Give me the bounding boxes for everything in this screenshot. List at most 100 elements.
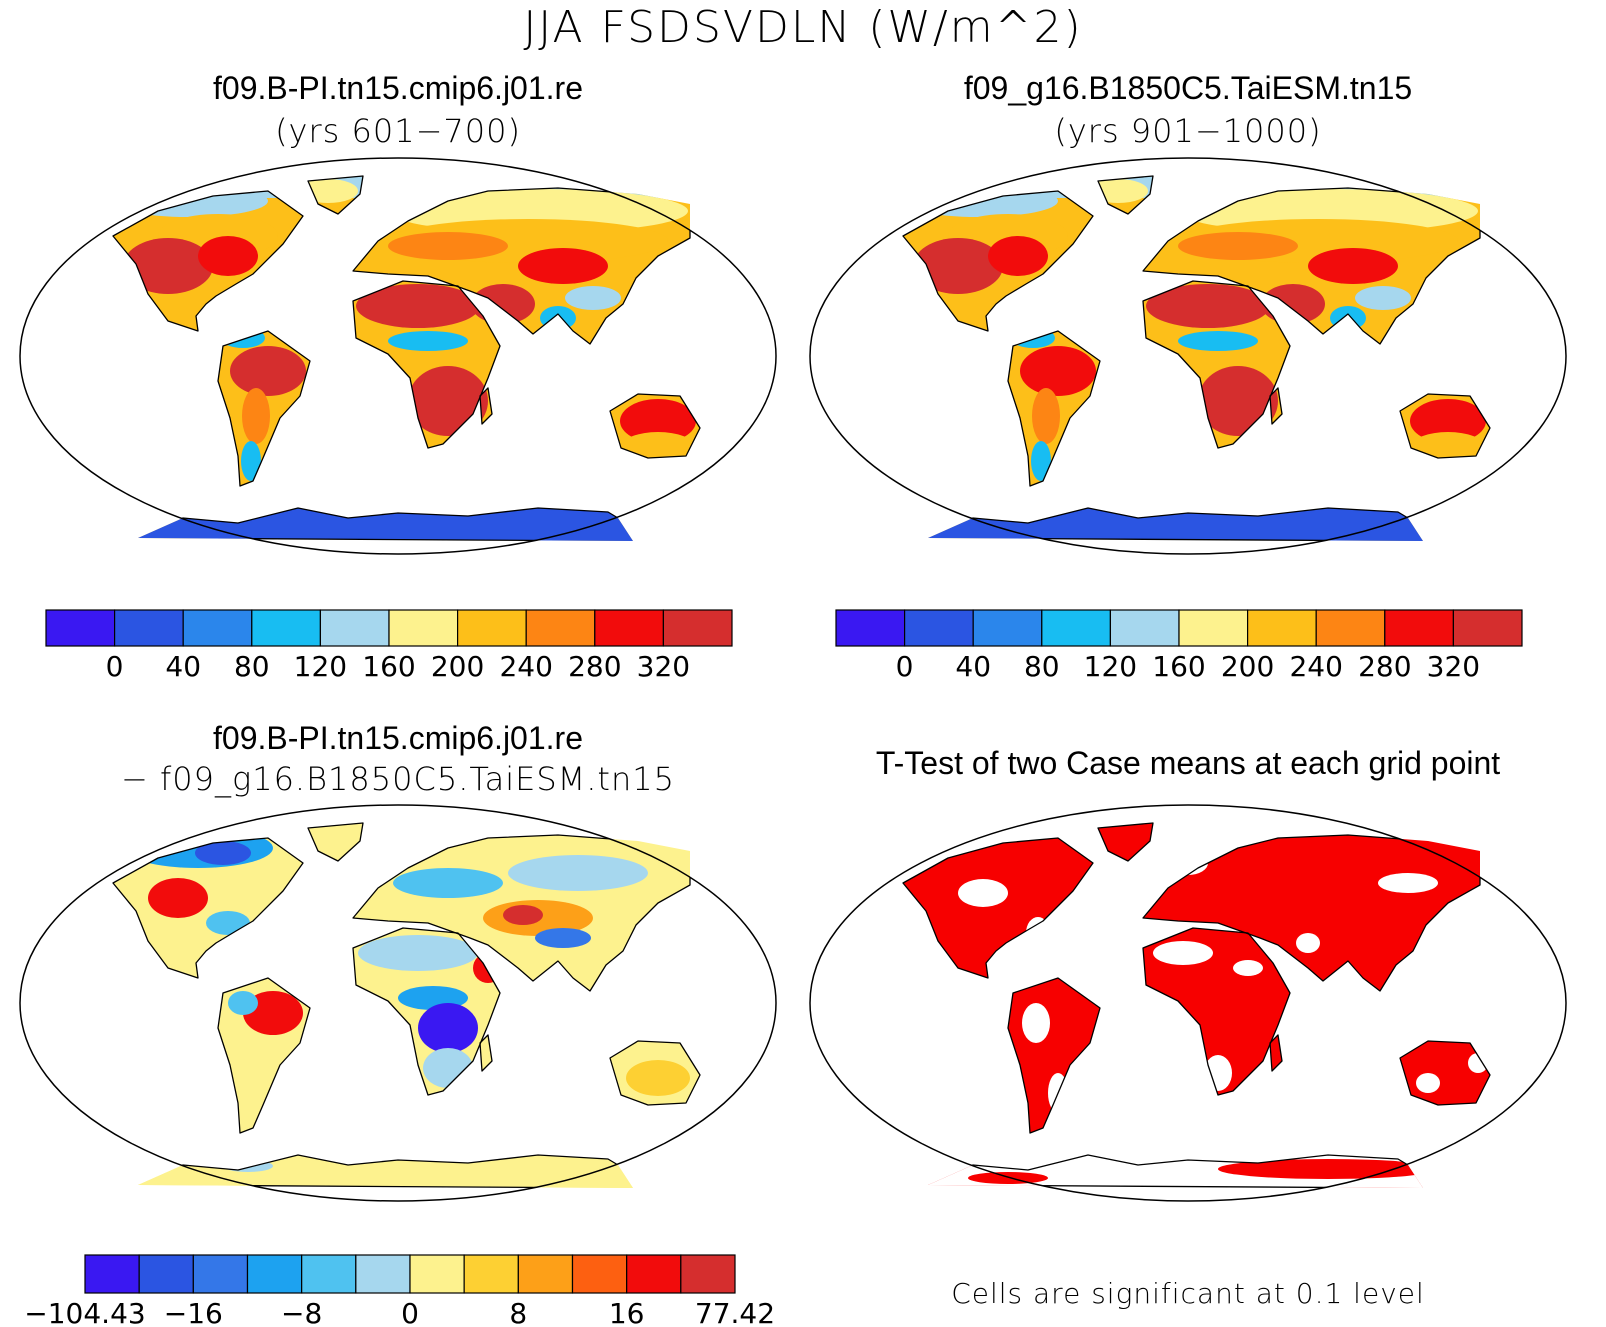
panel-3-subtitle: − f09_g16.B1850C5.TaiESM.tn15 bbox=[121, 760, 675, 798]
coastline-northAmerica bbox=[112, 190, 304, 332]
map-difference bbox=[19, 804, 777, 1202]
europe-field bbox=[1178, 232, 1298, 260]
colorbar-box bbox=[251, 609, 322, 647]
brazil bbox=[230, 346, 306, 396]
colorbar-tick-label: 280 bbox=[568, 650, 621, 683]
australia bbox=[626, 1060, 690, 1096]
andes bbox=[228, 991, 258, 1015]
colorbar-box bbox=[626, 1254, 682, 1294]
sahel-cloud bbox=[1178, 331, 1258, 351]
central-us bbox=[148, 878, 208, 918]
coastline-australia bbox=[609, 393, 701, 459]
colorbar-tick-label: 200 bbox=[431, 650, 484, 683]
colorbar-box bbox=[517, 1254, 574, 1294]
panel-3-title: f09.B-PI.tn15.cmip6.j01.re bbox=[213, 720, 583, 756]
colorbar-tick-label: 200 bbox=[1221, 650, 1274, 683]
coastline-greenland bbox=[1097, 175, 1154, 215]
colorbar-box bbox=[355, 1254, 411, 1294]
colorbar-box bbox=[192, 1254, 249, 1294]
colorbar-box bbox=[463, 1254, 519, 1294]
colorbar-box bbox=[84, 1254, 140, 1294]
colorbar-box bbox=[319, 609, 390, 647]
colorbar-box bbox=[246, 1254, 303, 1294]
significance-note: Cells are significant at 0.1 level bbox=[951, 1277, 1425, 1310]
colorbar-tick-label: 8 bbox=[509, 1297, 527, 1327]
antarctic-significant-2 bbox=[968, 1172, 1048, 1184]
colorbar-box bbox=[972, 609, 1043, 647]
europe-field bbox=[388, 232, 508, 260]
colorbar-difference: −104.43 −16 −8 0 8 16 77.42 bbox=[24, 1254, 775, 1327]
panel-1-subtitle: (yrs 601−700) bbox=[275, 112, 521, 150]
tibet-monsoon bbox=[565, 286, 621, 310]
coastline-africa bbox=[1142, 280, 1291, 449]
colorbar-case1: 0 40 80 120 160 200 240 280 320 bbox=[45, 609, 733, 683]
colorbar-tick-label: 40 bbox=[165, 650, 201, 683]
colorbar-box bbox=[301, 1254, 357, 1294]
patagonia bbox=[1031, 441, 1051, 481]
colorbar-box bbox=[388, 609, 459, 647]
colorbar-tick-label: 80 bbox=[234, 650, 270, 683]
map-frame bbox=[19, 804, 777, 1202]
coastline-australia bbox=[1399, 1040, 1491, 1106]
colorbar-tick-label: 0 bbox=[401, 1297, 419, 1327]
nonsignificant-patch-10 bbox=[1416, 1073, 1440, 1093]
colorbar-box bbox=[835, 609, 906, 647]
coastline-madagascar bbox=[1269, 387, 1283, 425]
coastline-southAmerica bbox=[1007, 977, 1101, 1134]
colorbar-box bbox=[1247, 609, 1317, 647]
coastline-madagascar bbox=[479, 1034, 493, 1072]
colorbar-tick-label: −16 bbox=[164, 1297, 223, 1327]
colorbar-box bbox=[182, 609, 253, 647]
sahel-cloud bbox=[388, 331, 468, 351]
australia-south bbox=[1412, 432, 1484, 460]
nonsignificant-patch-0 bbox=[958, 879, 1008, 907]
panel-1-title: f09.B-PI.tn15.cmip6.j01.re bbox=[213, 70, 583, 106]
coastline-greenland bbox=[307, 175, 364, 215]
coastline-greenland bbox=[1097, 822, 1154, 862]
antarctic-significant bbox=[1218, 1159, 1438, 1179]
colorbar-tick-label: 160 bbox=[1152, 650, 1205, 683]
central-asia bbox=[518, 248, 608, 284]
colorbar-box bbox=[113, 609, 184, 647]
colorbar-box bbox=[662, 609, 733, 647]
brazil-warm bbox=[243, 991, 303, 1035]
coastline-eurasia bbox=[352, 834, 691, 992]
coastline-eurasia bbox=[1142, 187, 1481, 345]
tibet-monsoon bbox=[1355, 286, 1411, 310]
map-frame bbox=[809, 804, 1567, 1202]
colorbar-tick-label: 120 bbox=[1084, 650, 1137, 683]
nonsignificant-patch-3 bbox=[1153, 941, 1213, 965]
colorbar-case2: 0 40 80 120 160 200 240 280 320 bbox=[835, 609, 1523, 683]
colorbar-tick-label: 240 bbox=[499, 650, 552, 683]
argentina bbox=[1032, 388, 1060, 444]
colorbar-box bbox=[1178, 609, 1249, 647]
australia-north bbox=[1410, 399, 1486, 443]
colorbar-tick-label: 77.42 bbox=[695, 1297, 775, 1327]
colorbar-box bbox=[409, 1254, 465, 1294]
panel-2-title: f09_g16.B1850C5.TaiESM.tn15 bbox=[963, 70, 1413, 106]
brazil bbox=[1020, 346, 1096, 396]
coastline-africa bbox=[352, 927, 501, 1096]
colorbar-box bbox=[571, 1254, 628, 1294]
figure-title: JJA FSDSVDLN (W/m^2) bbox=[523, 2, 1083, 53]
coastline-southAmerica bbox=[1007, 330, 1101, 487]
colorbar-tick-label: 40 bbox=[955, 650, 991, 683]
coastline-eurasia bbox=[1142, 834, 1481, 992]
coastline-madagascar bbox=[1269, 1034, 1283, 1072]
map-case2 bbox=[809, 157, 1567, 555]
patagonia bbox=[241, 441, 261, 481]
colorbar-tick-label: 16 bbox=[609, 1297, 645, 1327]
colorbar-box bbox=[1452, 609, 1523, 647]
panel-4-title: T-Test of two Case means at each grid po… bbox=[875, 745, 1501, 781]
coastline-northAmerica bbox=[112, 837, 304, 979]
nonsignificant-patch-6 bbox=[1378, 873, 1438, 893]
colorbar-box bbox=[525, 609, 596, 647]
us-east bbox=[198, 236, 258, 276]
coastline-southAmerica bbox=[217, 977, 311, 1134]
colorbar-box bbox=[903, 609, 974, 647]
nonsignificant-patch-5 bbox=[1296, 933, 1320, 953]
colorbar-box bbox=[1109, 609, 1180, 647]
colorbar-box bbox=[457, 609, 527, 647]
siberia-cool bbox=[508, 855, 648, 891]
us-southwest bbox=[123, 238, 213, 294]
